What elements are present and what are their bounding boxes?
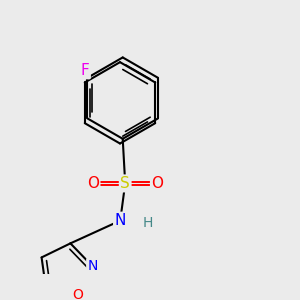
Text: H: H	[142, 216, 153, 230]
Text: O: O	[152, 176, 164, 191]
Text: O: O	[87, 176, 99, 191]
Text: S: S	[120, 176, 130, 191]
Text: N: N	[115, 213, 126, 228]
Text: N: N	[88, 260, 98, 273]
Text: O: O	[72, 288, 83, 300]
Text: F: F	[81, 63, 89, 78]
